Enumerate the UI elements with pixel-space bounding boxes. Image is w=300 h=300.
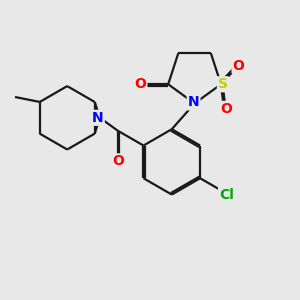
Text: O: O	[134, 77, 146, 91]
Text: O: O	[220, 102, 232, 116]
Text: S: S	[218, 77, 228, 91]
Text: N: N	[92, 111, 104, 125]
Text: Cl: Cl	[219, 188, 234, 202]
Text: O: O	[112, 154, 124, 168]
Text: O: O	[232, 58, 244, 73]
Text: N: N	[188, 95, 200, 110]
